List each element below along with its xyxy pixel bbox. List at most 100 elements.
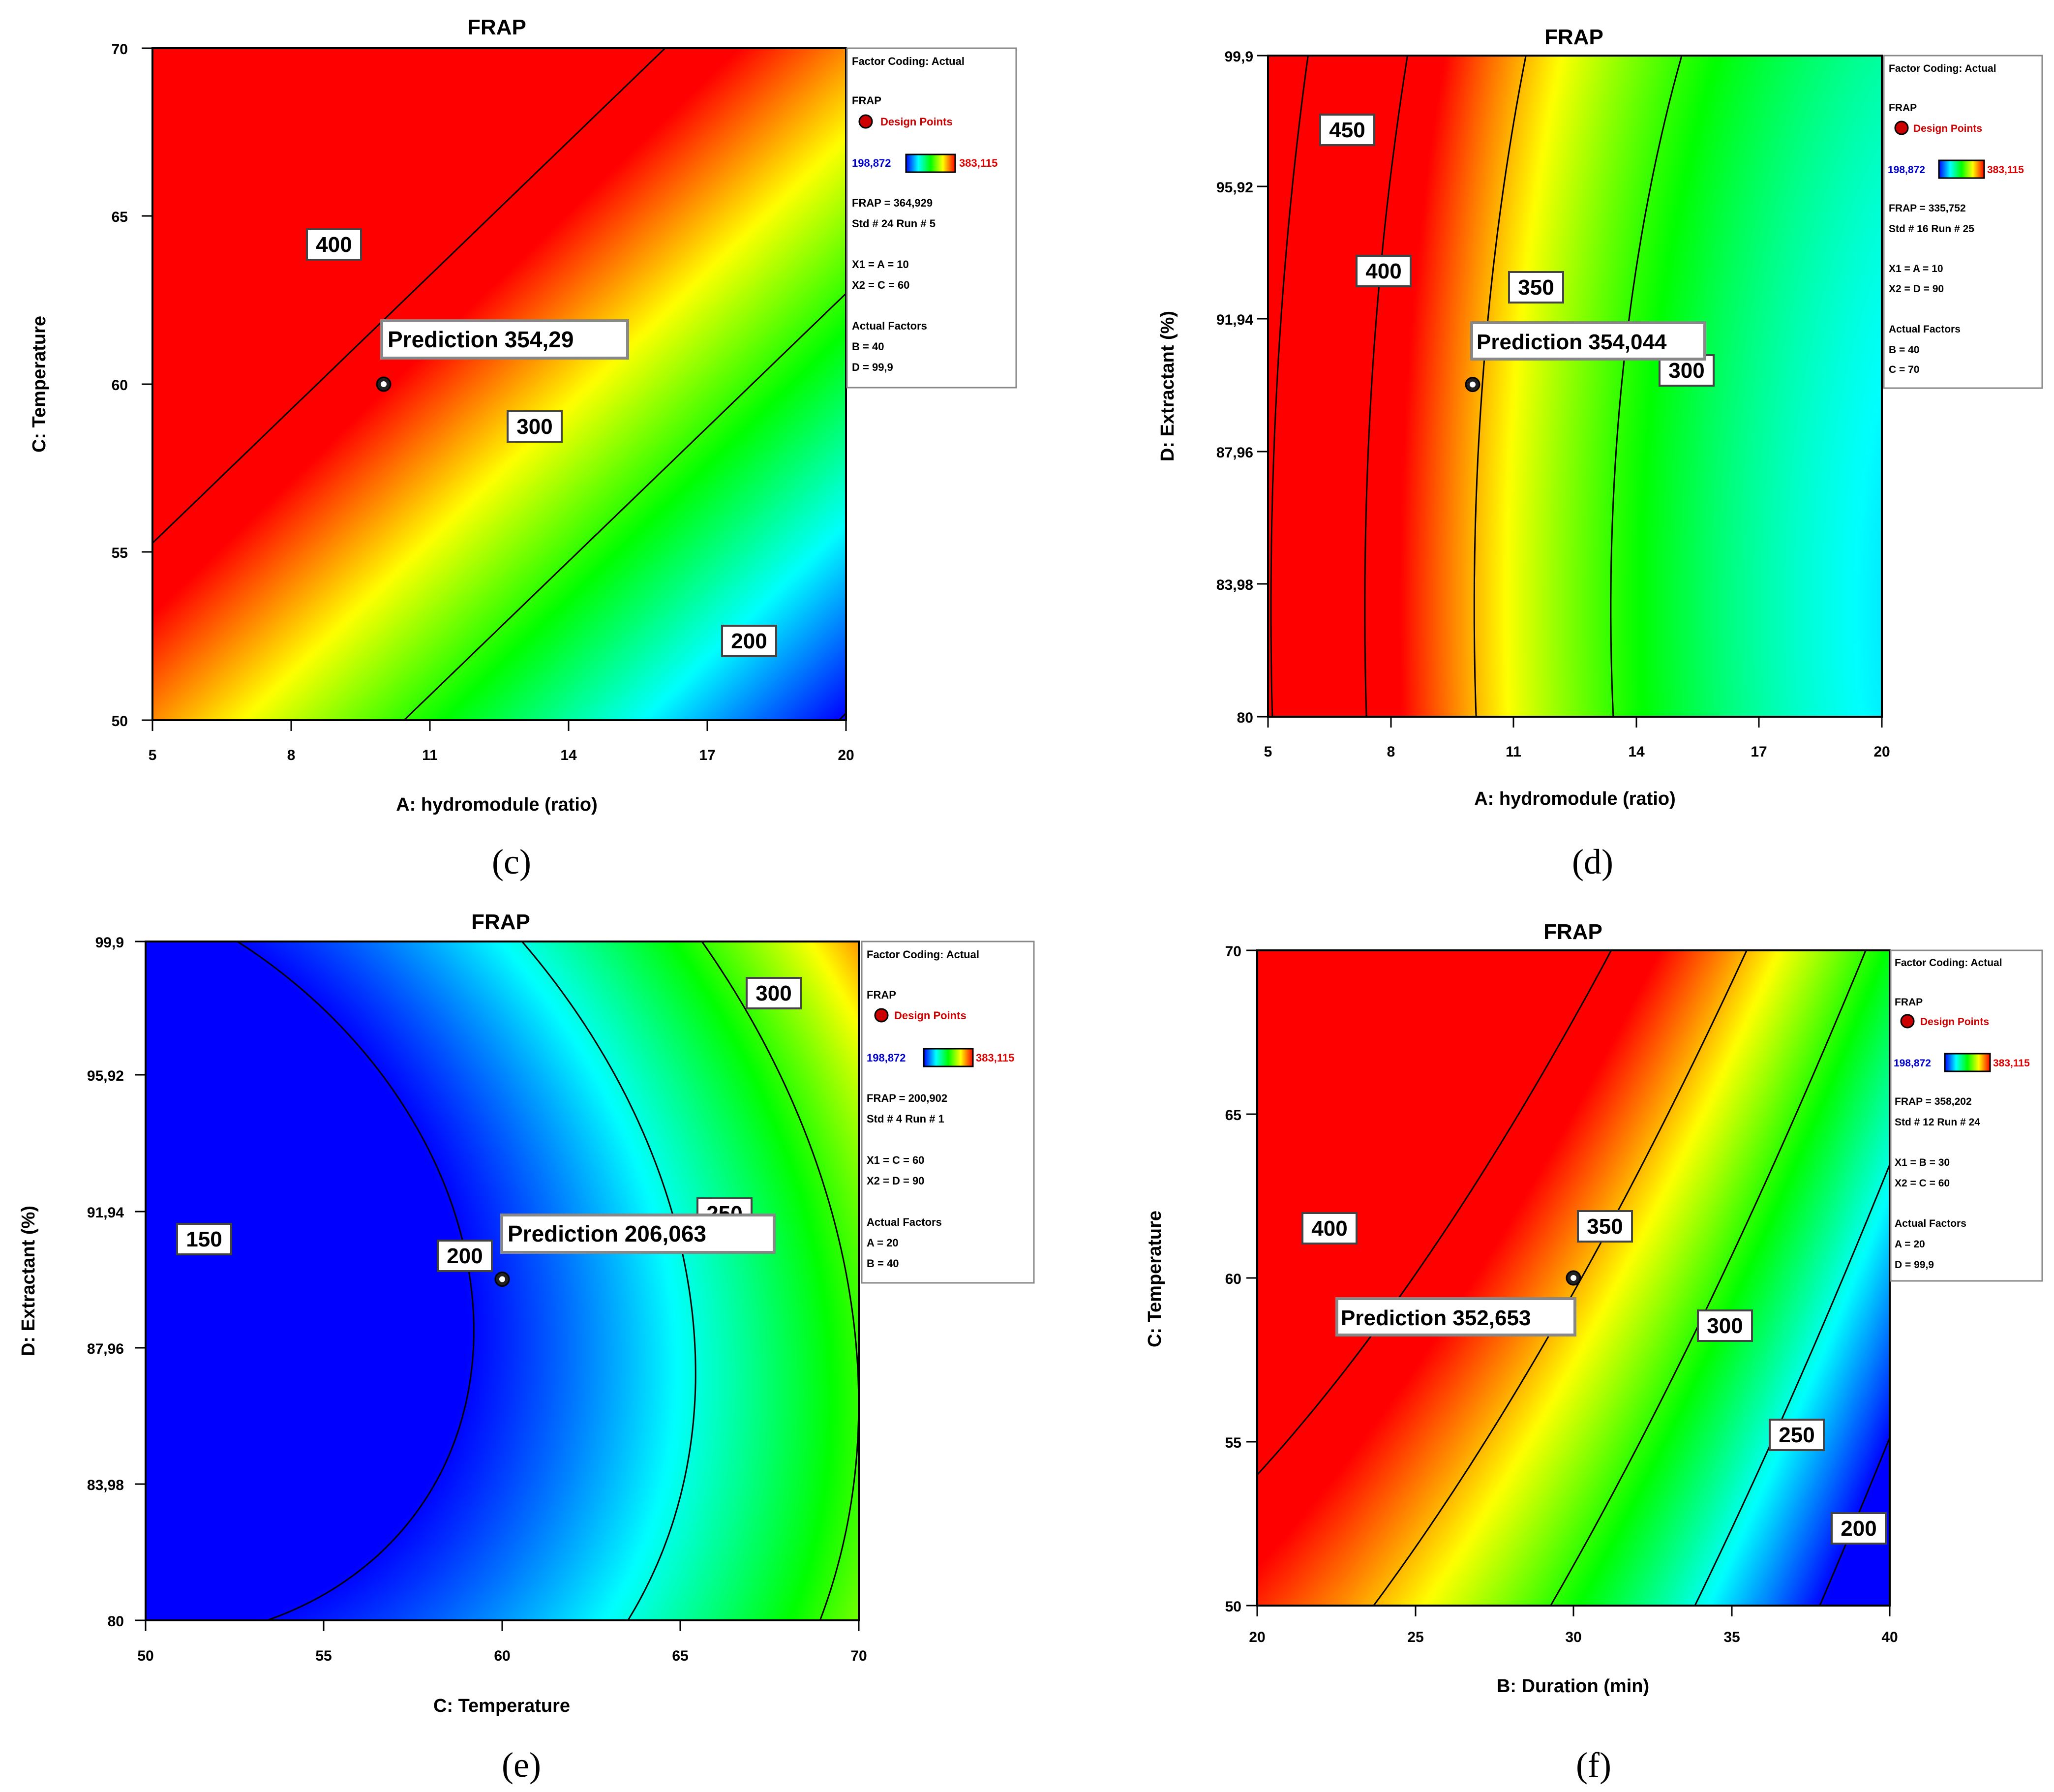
contour-label-400: 400 — [306, 228, 362, 261]
contour-line-450 — [1270, 55, 1309, 717]
legend-design-points: Design Points — [894, 1009, 967, 1022]
panel-title: FRAP — [471, 910, 530, 934]
x-tick-label: 17 — [699, 747, 715, 763]
legend-design-points: Design Points — [1913, 123, 1982, 134]
contour-label-text: 200 — [447, 1244, 483, 1268]
legend-actual-factor: D = 99,9 — [1895, 1259, 1934, 1271]
prediction-marker[interactable]: Prediction 352,653 — [1335, 1270, 1581, 1336]
legend-line: Std # 16 Run # 25 — [1889, 223, 1974, 235]
y-tick-label: 83,98 — [1216, 577, 1253, 593]
x-tick-label: 11 — [1506, 744, 1521, 760]
legend-min-value: 198,872 — [852, 157, 891, 169]
contour-label-text: 300 — [1707, 1314, 1743, 1338]
legend-actual-factor: D = 99,9 — [852, 361, 893, 373]
panel-title: FRAP — [1544, 25, 1603, 49]
y-tick-label: 50 — [112, 713, 128, 729]
heatmap-surface — [152, 48, 846, 720]
legend-color-bar — [905, 153, 956, 173]
x-tick-label: 55 — [315, 1648, 332, 1664]
x-tick-label: 20 — [1249, 1629, 1265, 1645]
contour-label-200: 200 — [437, 1240, 493, 1272]
y-axis: 80 83,98 87,96 91,94 95,92 99,9 D: Extra… — [18, 935, 146, 1630]
contour-label-150: 150 — [176, 1223, 232, 1255]
y-tick-label: 99,9 — [95, 935, 124, 951]
prediction-box — [380, 319, 629, 360]
panel-e: FRAP 50 55 60 65 70 C: Temperature 80 83… — [18, 910, 1035, 1785]
legend-line: FRAP = 364,929 — [852, 197, 933, 209]
x-tick-label: 50 — [137, 1648, 153, 1664]
panel-caption: (f) — [1576, 1745, 1611, 1785]
contour-line-250 — [521, 941, 696, 1621]
contour-label-text: 300 — [1668, 359, 1704, 383]
prediction-marker[interactable]: Prediction 354,29 — [376, 319, 629, 392]
contour-label-400: 400 — [1301, 1212, 1358, 1245]
x-tick-label: 17 — [1751, 744, 1767, 760]
legend-line: FRAP = 335,752 — [1889, 203, 1966, 214]
prediction-box — [1335, 1297, 1576, 1336]
x-tick-label: 8 — [287, 747, 296, 763]
legend-max-value: 383,115 — [1987, 164, 2024, 176]
x-axis: 20 25 30 35 40 B: Duration (min) — [1249, 1606, 1898, 1697]
prediction-box — [1470, 321, 1706, 361]
legend-actual-factors-title: Actual Factors — [852, 320, 927, 332]
contour-label-text: 200 — [731, 629, 767, 653]
x-tick-label: 5 — [1264, 744, 1272, 760]
legend-response: FRAP — [1895, 997, 1923, 1008]
y-tick-label: 60 — [1225, 1271, 1241, 1287]
legend-factor-coding: Factor Coding: Actual — [1895, 957, 2002, 969]
legend-factor-coding: Factor Coding: Actual — [852, 55, 965, 67]
legend-line: X2 = C = 60 — [1895, 1178, 1950, 1189]
legend-line: FRAP = 200,902 — [867, 1092, 947, 1104]
contour-label-text: 400 — [1311, 1216, 1347, 1241]
legend-actual-factors-title: Actual Factors — [867, 1216, 942, 1228]
legend-min-value: 198,872 — [1888, 164, 1925, 176]
contour-label-text: 400 — [316, 233, 352, 257]
legend-response: FRAP — [1889, 102, 1917, 114]
panel-caption: (d) — [1572, 842, 1613, 881]
panel-caption: (e) — [502, 1745, 541, 1785]
y-tick-label: 87,96 — [87, 1341, 124, 1357]
y-tick-label: 65 — [112, 209, 128, 225]
x-tick-label: 30 — [1565, 1629, 1581, 1645]
contour-label-text: 250 — [1779, 1423, 1814, 1447]
prediction-marker[interactable]: Prediction 206,063 — [494, 1214, 776, 1287]
contour-label-200: 200 — [721, 625, 777, 657]
panel-f: FRAP 20 25 30 35 40 B: Duration (min) 50… — [1145, 920, 2043, 1785]
panel-d: FRAP 5 8 11 14 17 20 A: hydromodule (rat… — [1157, 25, 2043, 881]
x-tick-label: 5 — [149, 747, 157, 763]
contour-label-text: 350 — [1587, 1215, 1623, 1239]
legend-line: FRAP = 358,202 — [1895, 1096, 1972, 1107]
y-tick-label: 55 — [112, 545, 128, 561]
legend-actual-factor: C = 70 — [1889, 364, 1919, 375]
y-axis-label: C: Temperature — [1145, 1211, 1165, 1347]
legend-line: X2 = C = 60 — [852, 279, 909, 291]
prediction-label: Prediction 206,063 — [508, 1221, 706, 1246]
y-tick-label: 83,98 — [87, 1477, 124, 1493]
contour-line-400 — [151, 47, 666, 544]
legend-design-points: Design Points — [1920, 1016, 1989, 1028]
contour-label-350: 350 — [1508, 271, 1564, 304]
legend-line: X1 = A = 10 — [852, 258, 909, 271]
x-tick-label: 40 — [1881, 1629, 1898, 1645]
plot-frame — [1267, 55, 1883, 718]
prediction-marker[interactable]: Prediction 354,044 — [1465, 321, 1706, 393]
y-axis-label: D: Extractant (%) — [1157, 311, 1178, 461]
x-axis-label: C: Temperature — [433, 1696, 570, 1716]
y-ticks — [142, 47, 152, 721]
contour-label-350: 350 — [1577, 1210, 1633, 1243]
design-point-icon — [858, 114, 873, 129]
panel-c: FRAP 5 8 11 14 17 20 A: hydromodule (rat… — [29, 15, 1017, 881]
contour-line-200 — [237, 941, 475, 1621]
x-axis-label: A: hydromodule (ratio) — [1474, 789, 1676, 809]
x-tick-label: 35 — [1723, 1629, 1740, 1645]
x-ticks — [1267, 717, 1883, 728]
prediction-point-center — [1571, 1275, 1576, 1281]
legend-max-value: 383,115 — [1993, 1058, 2030, 1069]
x-tick-label: 70 — [850, 1648, 867, 1664]
contour-label-text: 400 — [1365, 259, 1401, 283]
legend-line: Std # 24 Run # 5 — [852, 217, 936, 230]
legend-line: X2 = D = 90 — [867, 1175, 924, 1187]
contour-label-400: 400 — [1356, 255, 1412, 287]
y-axis: 80 83,98 87,96 91,94 95,92 99,9 D: Extra… — [1157, 49, 1268, 726]
